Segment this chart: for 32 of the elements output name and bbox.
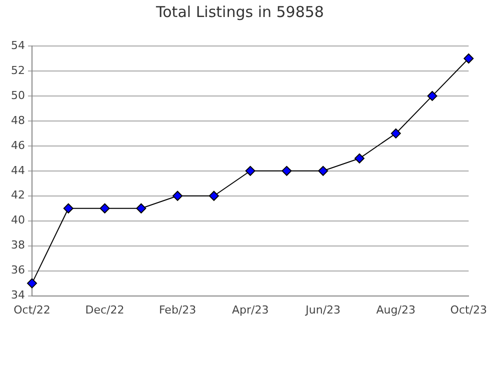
point <box>100 203 110 214</box>
y-tick-label: 46 <box>10 138 25 152</box>
x-tick-label: Feb/23 <box>158 303 196 316</box>
x-tick-label: Jun/23 <box>304 303 341 316</box>
y-tick-label: 50 <box>10 88 25 102</box>
point <box>427 90 438 101</box>
y-tick-label: 38 <box>10 238 25 252</box>
y-tick-label: 52 <box>10 64 25 77</box>
point <box>172 190 183 201</box>
point <box>390 128 401 138</box>
x-tick-label: Dec/22 <box>85 303 124 316</box>
point <box>282 166 292 176</box>
point <box>136 203 146 214</box>
point <box>26 278 37 288</box>
point <box>318 166 328 176</box>
x-tick-label: Aug/23 <box>376 303 416 316</box>
chart-title: Total Listings in 59858 <box>155 2 324 21</box>
y-tick-label: 54 <box>10 38 25 52</box>
y-tick-label: 40 <box>10 214 25 227</box>
y-tick-label: 42 <box>10 188 25 202</box>
point <box>464 53 474 64</box>
point <box>354 153 364 164</box>
x-tick-label: Oct/23 <box>450 303 488 316</box>
y-tick-label: 48 <box>10 114 25 127</box>
point <box>245 166 256 176</box>
x-tick-label: Apr/23 <box>232 303 269 316</box>
y-tick-label: 44 <box>10 164 25 177</box>
point <box>63 203 74 214</box>
x-tick-label: Oct/22 <box>14 303 50 316</box>
point <box>208 190 219 201</box>
y-tick-label: 34 <box>10 288 25 302</box>
y-tick-label: 36 <box>10 264 25 277</box>
